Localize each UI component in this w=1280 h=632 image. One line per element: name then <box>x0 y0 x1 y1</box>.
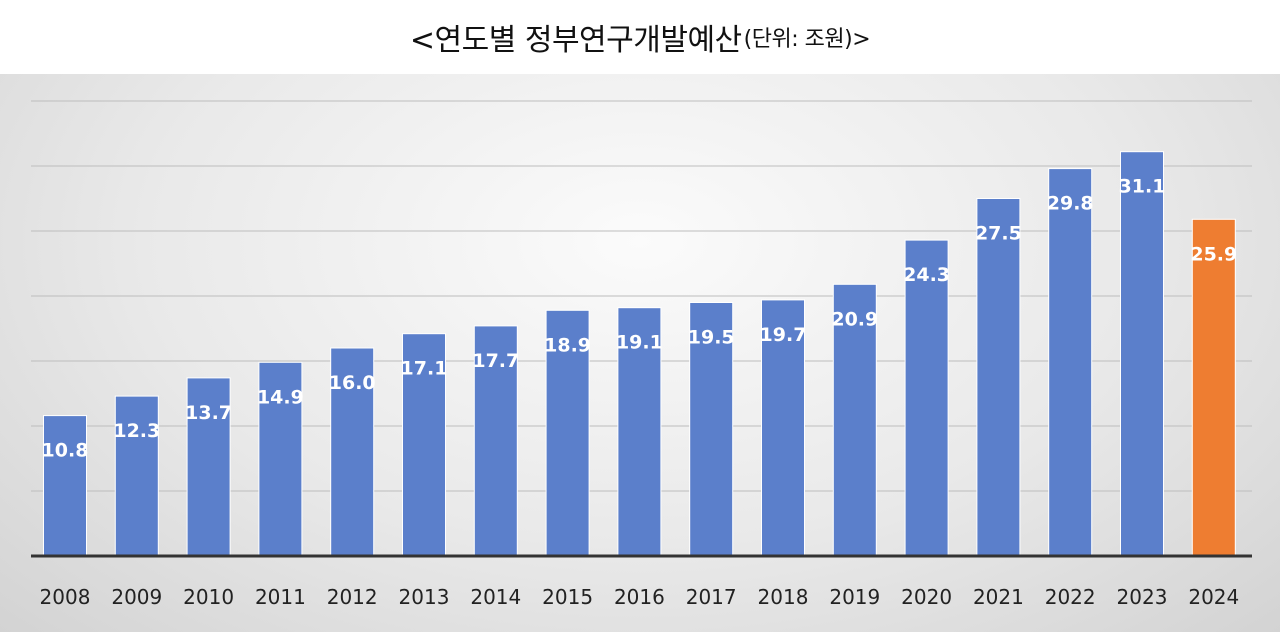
x-tick-labels: 2008 2009 2010 2011 2012 2013 2014 2015 2016 2017… <box>40 585 1240 609</box>
bars <box>43 151 1236 557</box>
bar-2010 <box>186 377 231 557</box>
x-tick-label-2017: 2017 <box>686 585 737 609</box>
bar-2013 <box>402 333 446 557</box>
bar-2019 <box>832 283 877 557</box>
bar-value-label-2012: 16.0 <box>329 372 376 394</box>
bar-value-label-2018: 19.7 <box>760 324 807 346</box>
bar-value-label-2016: 19.1 <box>616 332 663 354</box>
bar-value-label-2021: 27.5 <box>975 223 1022 245</box>
x-tick-label-2009: 2009 <box>111 585 162 609</box>
bar-value-label-2024: 25.9 <box>1190 243 1237 265</box>
x-tick-label-2020: 2020 <box>901 585 952 609</box>
bar-2020 <box>904 239 949 557</box>
bar-value-label-2022: 29.8 <box>1047 193 1094 215</box>
x-tick-label-2016: 2016 <box>614 585 665 609</box>
bar-value-label-2020: 24.3 <box>903 264 950 286</box>
bar-2021 <box>976 198 1021 557</box>
bar-2023 <box>1120 151 1164 557</box>
bar-2011 <box>258 361 303 557</box>
x-tick-label-2023: 2023 <box>1117 585 1168 609</box>
x-tick-label-2013: 2013 <box>399 585 450 609</box>
bar-value-label-2023: 31.1 <box>1119 176 1166 198</box>
bar-value-label-2008: 10.8 <box>42 440 89 462</box>
bar-value-label-2014: 17.7 <box>472 350 519 372</box>
x-tick-label-2019: 2019 <box>829 585 880 609</box>
x-tick-label-2011: 2011 <box>255 585 306 609</box>
x-tick-label-2015: 2015 <box>542 585 593 609</box>
chart-title: <연도별 정부연구개발예산 (단위: 조원)> <box>0 0 1280 74</box>
bar-2009 <box>114 395 159 557</box>
bar-2015 <box>545 309 590 557</box>
x-tick-label-2018: 2018 <box>758 585 809 609</box>
bar-value-label-2019: 20.9 <box>831 308 878 330</box>
bar-chart: 10.8 12.3 13.7 14.9 16.0 17.1 17.7 18.9 19.1 19.5… <box>31 100 1252 609</box>
bar-value-label-2010: 13.7 <box>185 402 232 424</box>
bar-2012 <box>330 347 375 557</box>
x-tick-label-2024: 2024 <box>1188 585 1239 609</box>
chart-title-text: <연도별 정부연구개발예산 <box>409 23 742 58</box>
bar-2022 <box>1048 168 1093 557</box>
bar-2018 <box>761 299 805 557</box>
bar-value-label-2013: 17.1 <box>401 358 448 380</box>
bar-2017 <box>689 302 734 557</box>
x-tick-label-2021: 2021 <box>973 585 1024 609</box>
chart-unit-label: (단위: 조원)> <box>743 27 871 52</box>
x-tick-label-2010: 2010 <box>183 585 234 609</box>
bar-value-label-2017: 19.5 <box>688 327 735 349</box>
x-tick-label-2022: 2022 <box>1045 585 1096 609</box>
x-tick-label-2014: 2014 <box>470 585 521 609</box>
bar-2024 <box>1191 218 1236 557</box>
x-tick-label-2008: 2008 <box>40 585 91 609</box>
bar-2008 <box>43 415 87 557</box>
bar-value-labels: 10.8 12.3 13.7 14.9 16.0 17.1 17.7 18.9 19.1 19.5… <box>42 176 1238 462</box>
bar-value-label-2011: 14.9 <box>257 386 304 408</box>
bar-2014 <box>473 325 518 557</box>
x-tick-label-2012: 2012 <box>327 585 378 609</box>
plot-area: 10.8 12.3 13.7 14.9 16.0 17.1 17.7 18.9 19.1 19.5… <box>0 74 1280 632</box>
bar-value-label-2009: 12.3 <box>113 420 160 442</box>
bar-value-label-2015: 18.9 <box>544 334 591 356</box>
